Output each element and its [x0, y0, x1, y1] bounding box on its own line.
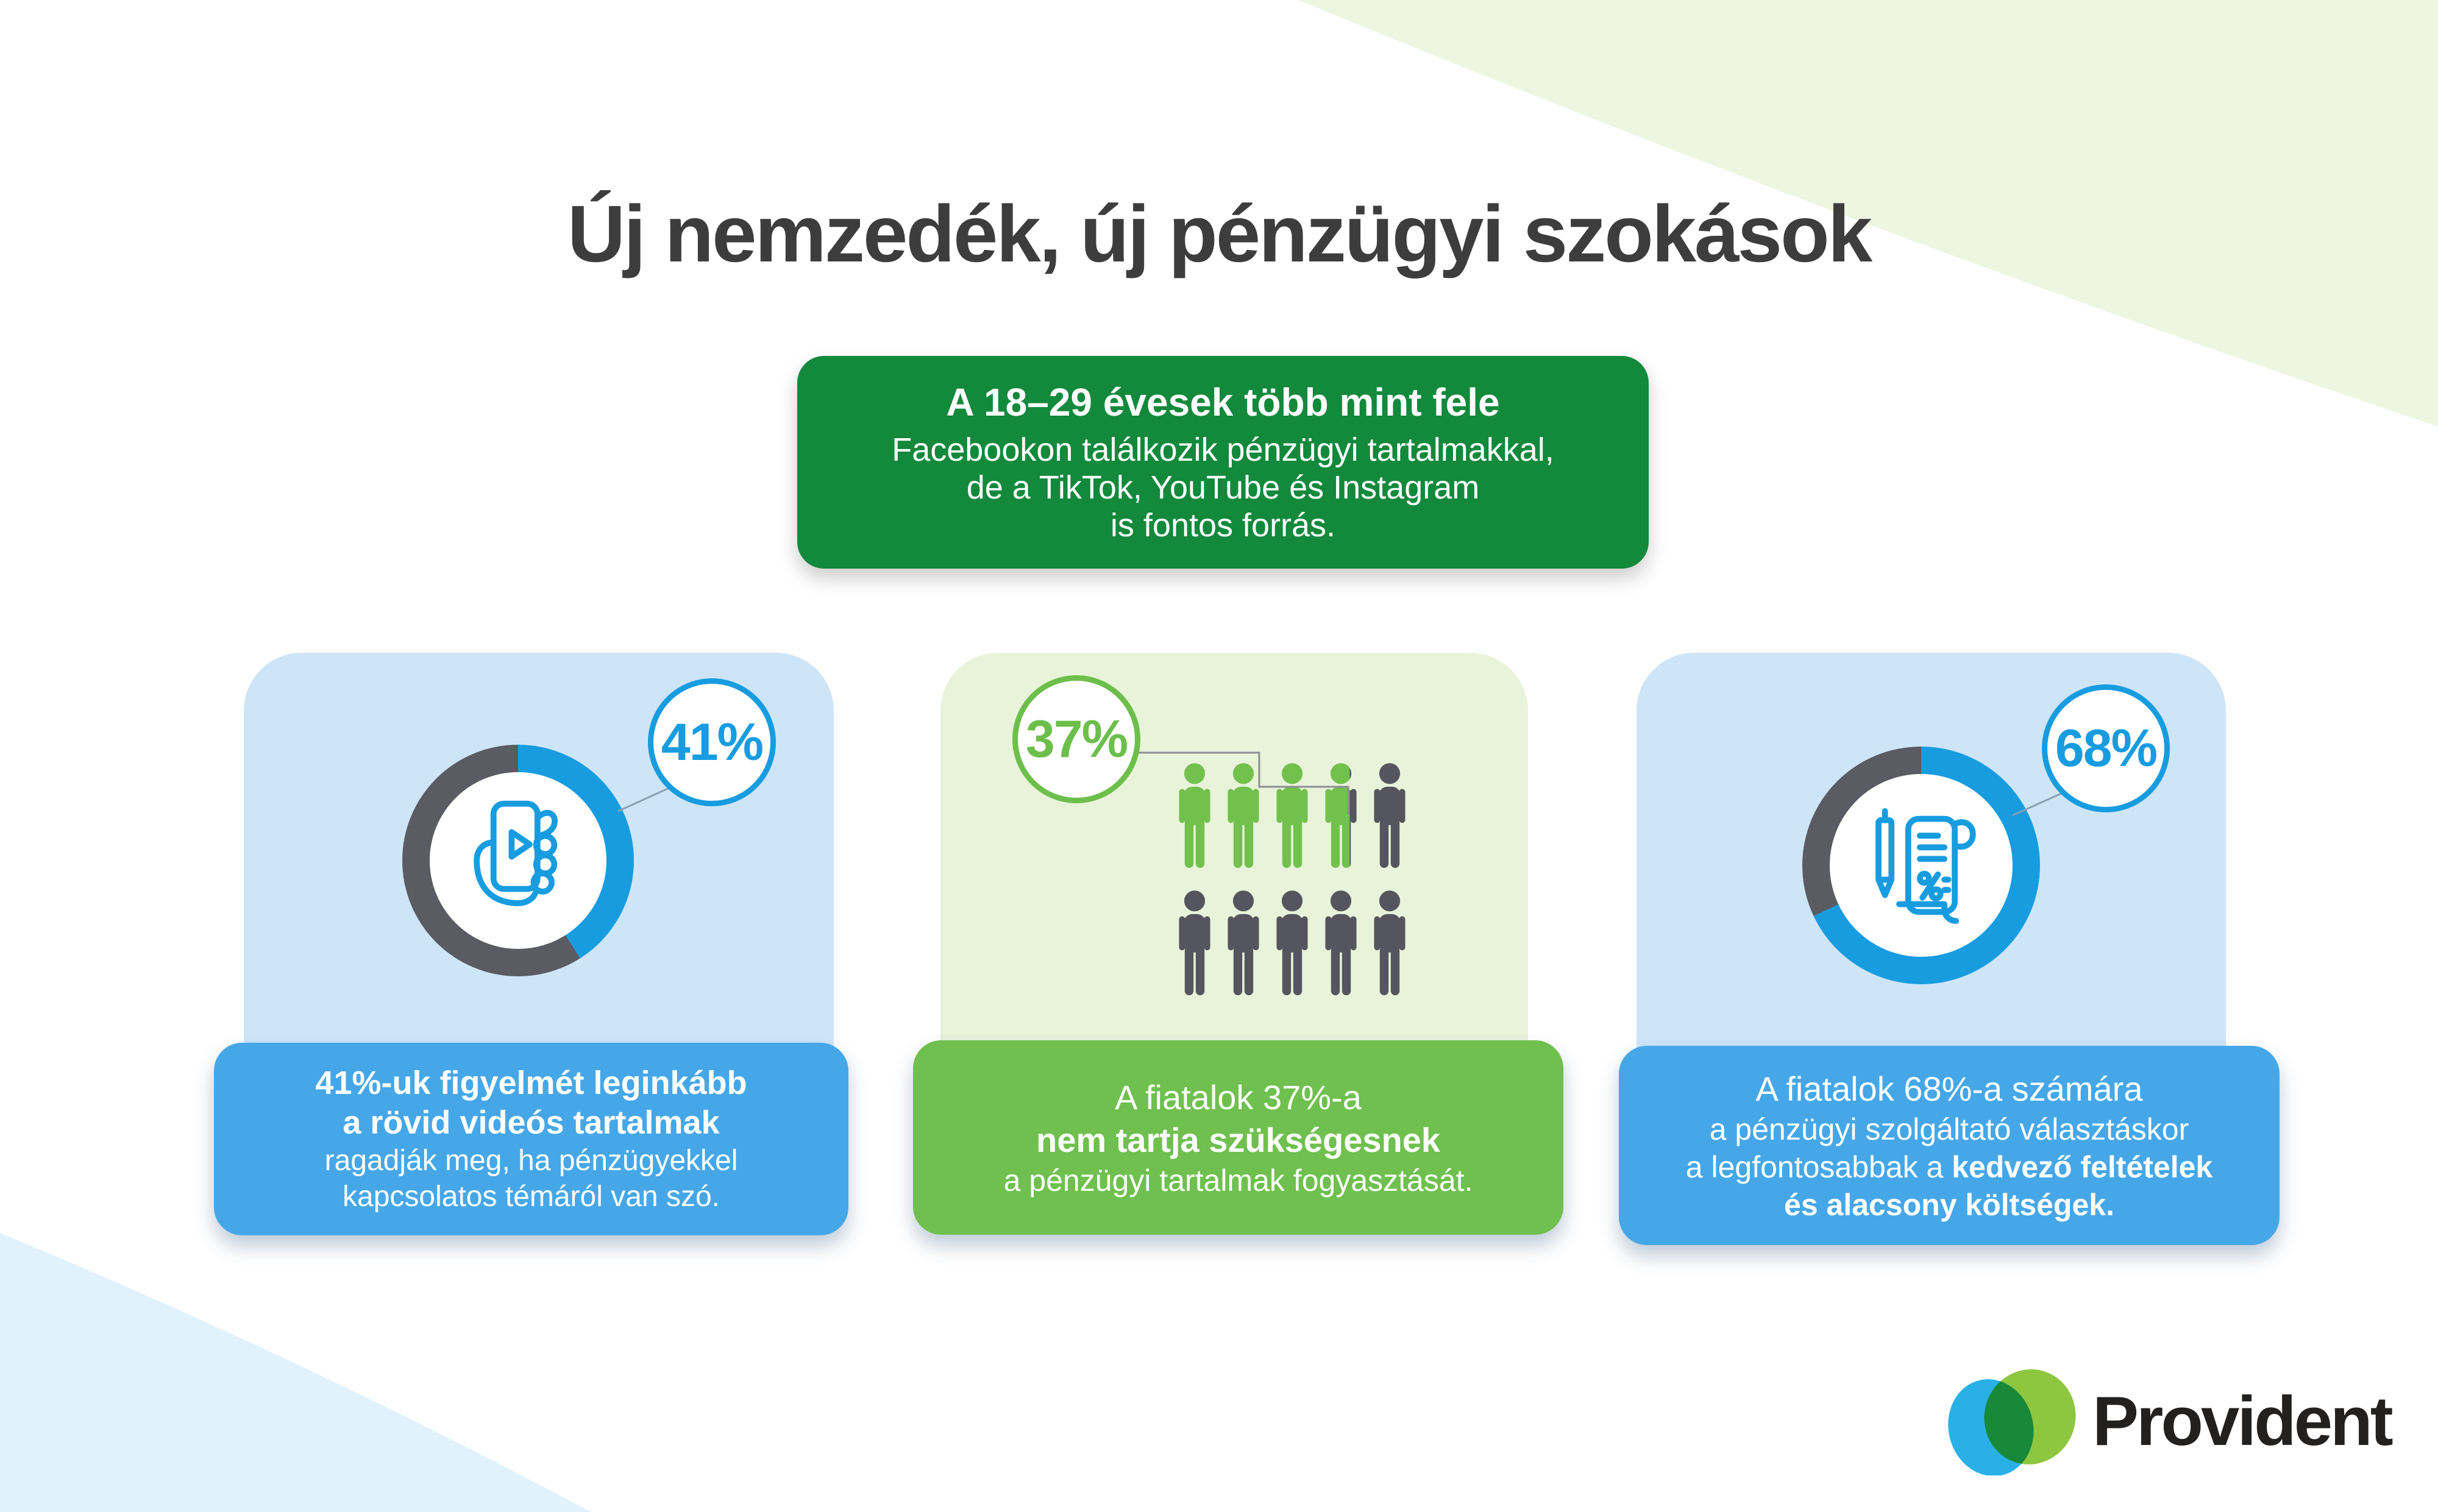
textbox-line: és alacsony költségek.: [1784, 1187, 2114, 1222]
percent-badge-68: 68%: [2042, 684, 2170, 812]
percent-badge-41: 41%: [648, 678, 776, 806]
textbox-video-stat: 41%-uk figyelmét leginkább a rövid videó…: [214, 1043, 848, 1235]
header-callout-headline: A 18–29 évesek több mint fele: [946, 380, 1500, 424]
person-icon: [1270, 758, 1314, 875]
contract-scroll-and-pen-icon: [1875, 808, 1976, 925]
textbox-line: 41%-uk figyelmét leginkább: [315, 1064, 747, 1101]
provident-logo: Provident: [1947, 1366, 2394, 1476]
textbox-contract-stat: A fiatalok 68%-a számára a pénzügyi szol…: [1619, 1046, 2280, 1245]
textbox-line: nem tartja szükségesnek: [1036, 1120, 1440, 1159]
textbox-line: a pénzügyi tartalmak fogyasztását.: [1003, 1163, 1473, 1198]
donut-chart-68: [1802, 747, 2040, 984]
header-callout-line: de a TikTok, YouTube és Instagram: [966, 469, 1480, 506]
person-icon: [1319, 885, 1363, 1003]
people-pictograph: [1173, 758, 1412, 1003]
textbox-people-stat: A fiatalok 37%-a nem tartja szükségesnek…: [913, 1040, 1563, 1235]
person-icon: [1173, 885, 1217, 1003]
textbox-line: a legfontosabbak a kedvező feltételek: [1685, 1149, 2213, 1184]
person-icon: [1270, 885, 1314, 1003]
person-icon: [1173, 758, 1217, 875]
person-icon: [1221, 758, 1265, 875]
top-right-green-blob: [1298, 0, 2438, 427]
hand-holding-phone-video-icon: [474, 800, 558, 906]
person-icon: [1368, 885, 1412, 1003]
header-callout-line: is fontos forrás.: [1110, 507, 1336, 544]
bottom-left-blue-blob: [0, 1233, 591, 1512]
textbox-line: ragadják meg, ha pénzügyekkel: [324, 1145, 738, 1177]
textbox-line: A fiatalok 68%-a számára: [1755, 1069, 2143, 1108]
textbox-line: a rövid videós tartalmak: [343, 1104, 720, 1141]
person-icon: [1319, 758, 1363, 875]
percent-badge-37: 37%: [1012, 675, 1140, 803]
header-callout-box: A 18–29 évesek több mint fele Facebookon…: [797, 356, 1649, 569]
donut-hole: [1830, 774, 2013, 957]
person-icon: [1368, 758, 1412, 875]
page-title: Új nemzedék, új pénzügyi szokások: [567, 189, 1872, 279]
textbox-line: kapcsolatos témáról van szó.: [343, 1180, 720, 1213]
textbox-line: a pénzügyi szolgáltató választáskor: [1709, 1112, 2189, 1146]
provident-logo-mark-icon: [1948, 1369, 2076, 1475]
donut-chart-41: [402, 745, 634, 976]
donut-hole: [430, 772, 606, 949]
person-icon: [1221, 885, 1265, 1003]
textbox-line: A fiatalok 37%-a: [1115, 1077, 1362, 1116]
provident-logo-text: Provident: [2092, 1382, 2394, 1460]
header-callout-line: Facebookon találkozik pénzügyi tartalmak…: [892, 431, 1554, 469]
